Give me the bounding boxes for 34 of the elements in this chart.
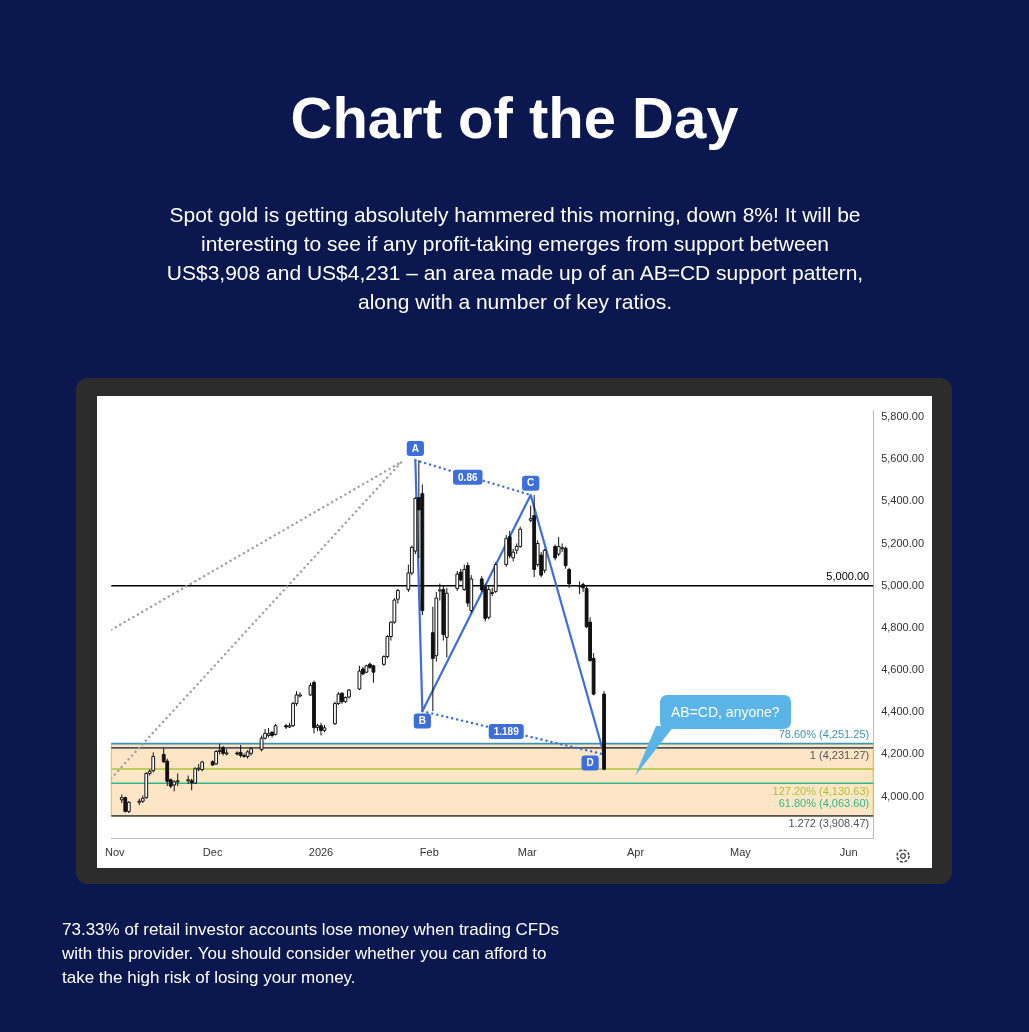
y-tick-label: 5,400.00 (881, 494, 925, 507)
ref-line-label: 1 (4,231.27) (809, 749, 870, 762)
y-tick-label: 4,000.00 (881, 789, 925, 802)
x-tick-label: Dec (202, 846, 223, 859)
ref-line-label: 5,000.00 (826, 570, 870, 583)
y-tick-label: 4,800.00 (881, 620, 925, 633)
y-tick-label: 5,800.00 (881, 409, 925, 422)
text: 73.33% of retail investor accounts lose money when trading CFDs with this provider. You should consider whether you can afford to take the high risk of losing your money. (62, 919, 561, 989)
annotation: C (527, 477, 535, 489)
y-tick-label: 5,600.00 (881, 452, 925, 465)
y-tick-label: 5,200.00 (881, 536, 925, 549)
y-tick-label: 4,200.00 (881, 747, 925, 760)
y-tick-label: 4,600.00 (881, 663, 925, 676)
x-tick-label: Apr (626, 846, 645, 859)
ref-line-label: 61.80% (4,063.60) (778, 796, 870, 809)
chart-title: Chart of the Day (289, 84, 740, 151)
y-tick-label: 4,400.00 (881, 705, 925, 718)
annotation: 0.86 (458, 471, 478, 483)
chart-subtitle: Spot gold is getting absolutely hammered this morning, down 8%! It will be interesting to see if any profit-taking emerges from support between US$3,908 and US$4,231 – an area made up of an AB=CD support pattern, along with a number of key ratios. (165, 202, 865, 315)
ref-line-label: 1.272 (3,908.47) (788, 817, 870, 830)
x-tick-label: Mar (517, 846, 537, 859)
x-tick-label: 2026 (308, 846, 334, 859)
x-tick-label: May (729, 846, 752, 859)
annotation: AB=CD, anyone? (660, 695, 791, 729)
x-tick-label: Jun (839, 846, 858, 859)
annotation: D (586, 757, 594, 769)
annotation: A (411, 442, 419, 454)
annotation: 1.189 (493, 725, 520, 737)
y-tick-label: 5,000.00 (881, 578, 925, 591)
ref-line-label: 127.20% (4,130.63) (772, 784, 870, 797)
x-tick-label: Nov (105, 846, 126, 859)
ref-line-label: 78.60% (4,251.25) (778, 728, 870, 741)
x-tick-label: Feb (419, 846, 439, 859)
annotation: B (418, 715, 426, 727)
